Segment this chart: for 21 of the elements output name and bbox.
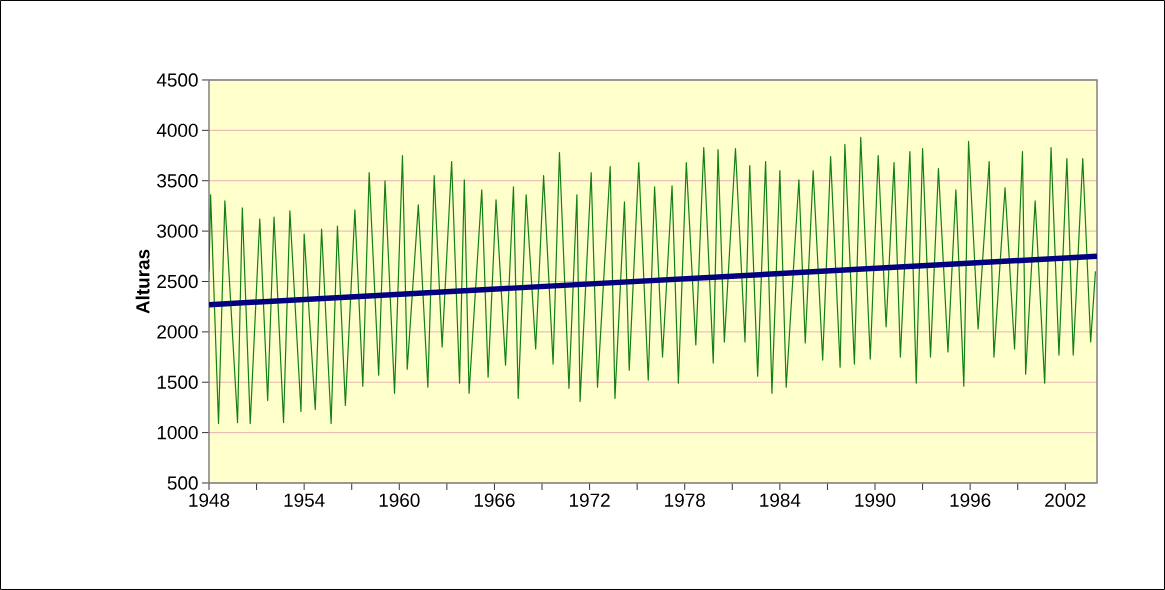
y-tick-label: 2500 [157,274,198,289]
y-tick-label: 3500 [157,174,198,188]
x-tick-label: 1984 [760,493,801,507]
y-tick-label: 4000 [156,123,198,138]
x-tick-label: 1966 [474,493,515,507]
y-tick-label: 1000 [157,425,198,440]
y-tick-label: 4500 [156,73,198,87]
line-series [209,136,1097,425]
y-tick-label: 1500 [157,375,198,389]
x-tick-label: 1990 [855,493,896,507]
y-axis-title: Alturas [135,249,150,314]
y-tick-label: 500 [167,476,198,490]
y-tick-label: 2000 [157,325,198,339]
x-tick-label: 1996 [950,493,991,507]
y-tick-label: 3000 [157,224,198,238]
x-tick-label: 1954 [284,493,325,507]
x-tick-label: 1948 [189,493,230,507]
x-tick-label: 1978 [665,493,705,507]
x-tick-label: 2002 [1045,493,1086,507]
x-tick-label: 1960 [379,493,420,507]
x-tick-label: 1972 [569,493,610,507]
